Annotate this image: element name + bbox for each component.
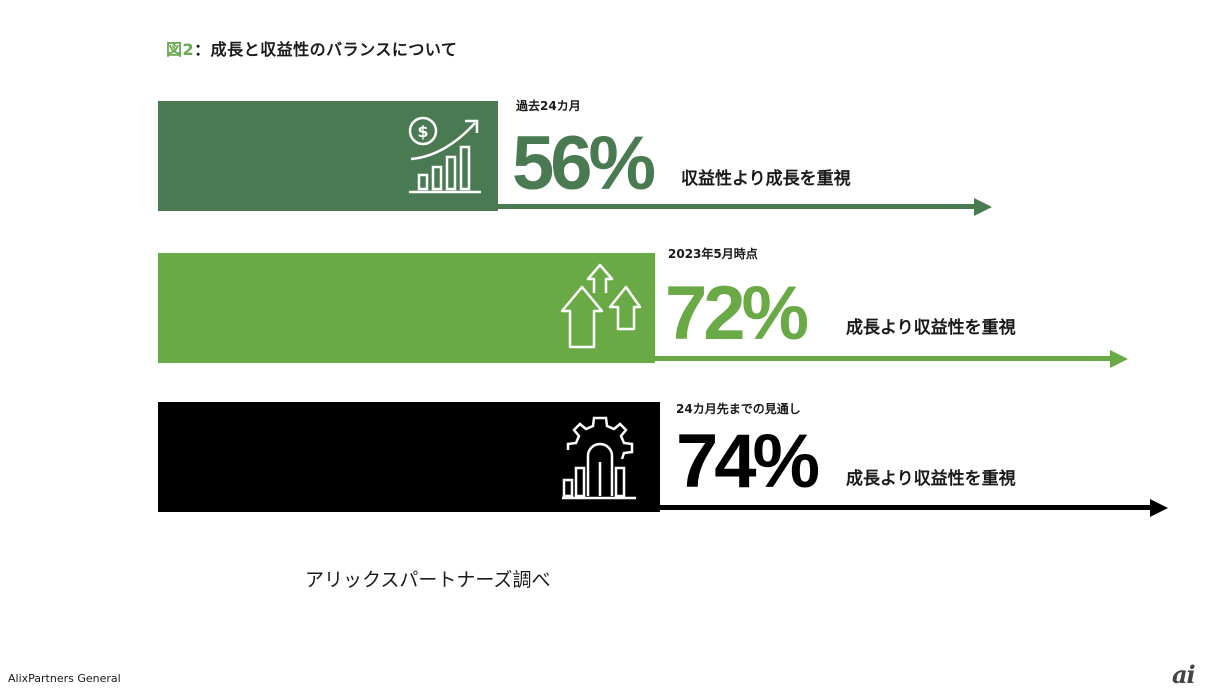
- row-bar: [158, 253, 655, 363]
- row-arrow-head: [974, 198, 992, 216]
- figure-title-text: ：成長と収益性のバランスについて: [194, 40, 458, 59]
- figure-label: 図2: [166, 40, 195, 59]
- row-arrow-head: [1150, 499, 1168, 517]
- row-percent: 56%: [512, 121, 656, 206]
- row-description: 収益性より成長を重視: [681, 169, 851, 189]
- row-period: 2023年5月時点: [668, 247, 758, 261]
- row-arrow-line: [498, 204, 974, 209]
- row-arrow-line: [660, 505, 1150, 510]
- dollar-growth-chart-icon: $: [405, 113, 485, 195]
- row-percent: 72%: [665, 271, 809, 356]
- row-period: 過去24カ月: [516, 99, 581, 113]
- gear-bar-chart-icon: [560, 412, 640, 500]
- row-description: 成長より収益性を重視: [846, 318, 1016, 338]
- row-percent: 74%: [676, 419, 820, 504]
- site-logo: ai: [1172, 660, 1196, 689]
- source-note: アリックスパートナーズ調べ: [305, 569, 551, 591]
- row-arrow-line: [655, 356, 1110, 361]
- figure-title: 図2：成長と収益性のバランスについて: [166, 36, 457, 60]
- row-description: 成長より収益性を重視: [846, 469, 1016, 489]
- row-arrow-head: [1110, 350, 1128, 368]
- footer-label: AlixPartners General: [8, 672, 121, 685]
- row-period: 24カ月先までの見通し: [676, 402, 801, 416]
- svg-text:$: $: [417, 122, 428, 141]
- upward-arrows-icon: [560, 263, 642, 351]
